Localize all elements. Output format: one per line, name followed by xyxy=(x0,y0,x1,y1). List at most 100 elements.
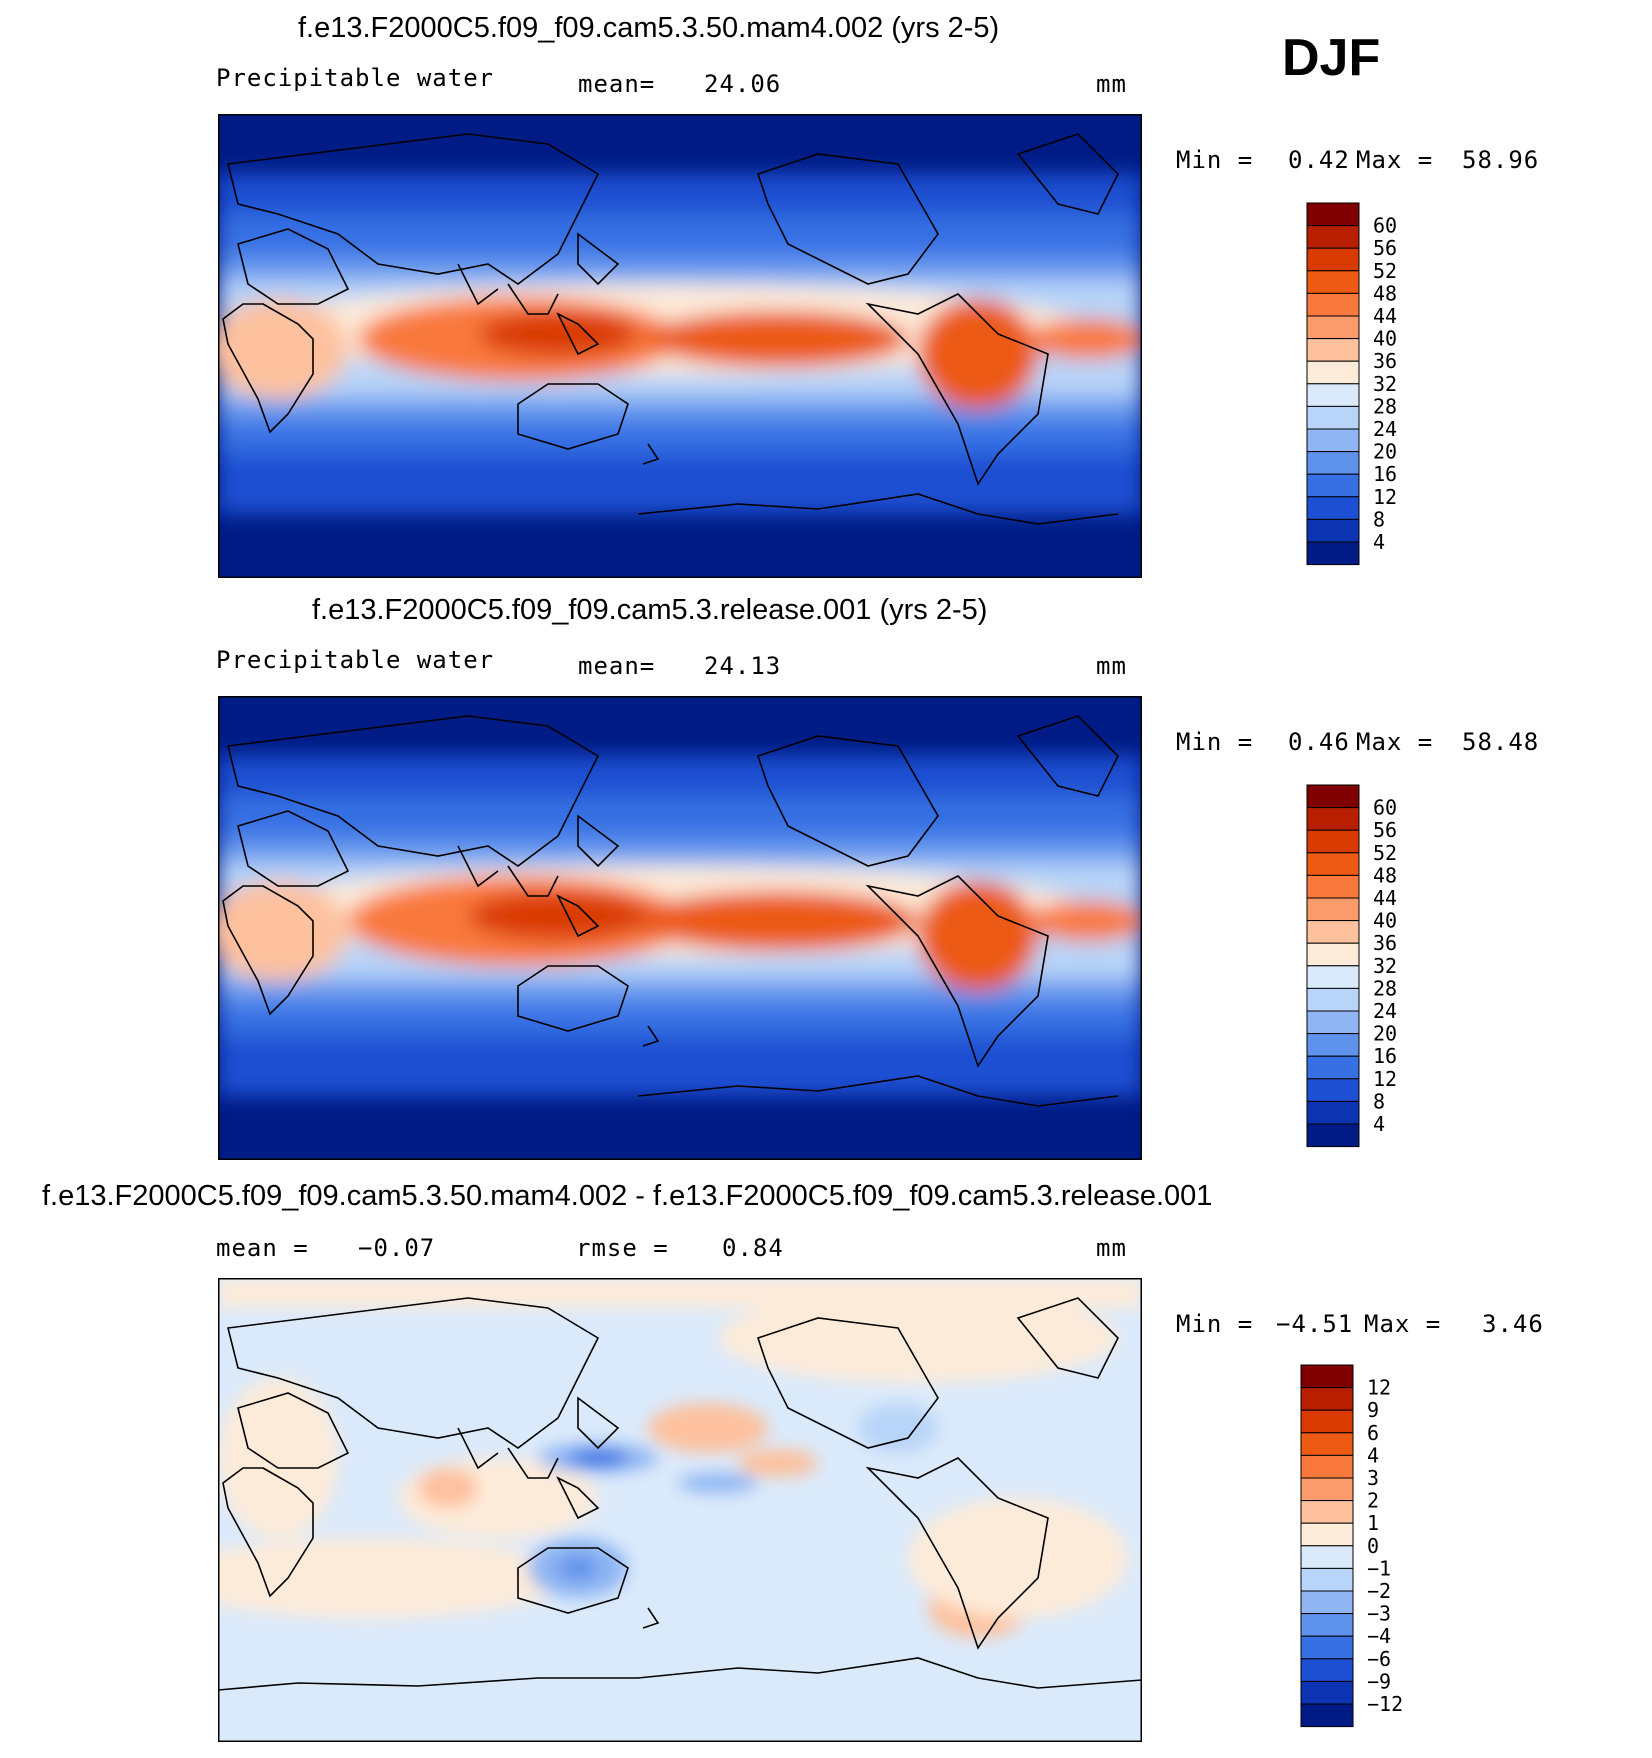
colorbar-swatch xyxy=(1306,270,1360,294)
colorbar-tick-label: 36 xyxy=(1373,931,1397,955)
colorbar-tick-label: −2 xyxy=(1367,1579,1391,1603)
colorbar-tick-label: 60 xyxy=(1373,796,1397,820)
colorbar-swatch xyxy=(1300,1477,1354,1502)
colorbar-swatch xyxy=(1306,920,1360,944)
colorbar-swatch xyxy=(1300,1364,1354,1389)
panel3-map xyxy=(218,1278,1142,1742)
colorbar-tick-label: 8 xyxy=(1373,507,1385,531)
colorbar-swatch xyxy=(1300,1545,1354,1569)
colorbar-tick-label: 32 xyxy=(1373,372,1397,396)
colorbar-swatch xyxy=(1300,1658,1354,1682)
colorbar-swatch xyxy=(1306,874,1360,899)
colorbar-tick-label: −4 xyxy=(1367,1624,1391,1648)
panel2-mean-label: mean= xyxy=(578,652,656,680)
colorbar-swatch xyxy=(1306,942,1360,967)
panel2-max-label: Max = xyxy=(1356,728,1434,756)
colorbar-swatch xyxy=(1300,1567,1354,1592)
colorbar-tick-label: 36 xyxy=(1373,349,1397,373)
colorbar-tick-label: 4 xyxy=(1373,1112,1385,1136)
colorbar-swatch xyxy=(1300,1500,1354,1524)
panel2-variable: Precipitable water xyxy=(216,646,495,674)
colorbar-tick-label: 40 xyxy=(1373,327,1397,351)
colorbar-tick-label: 56 xyxy=(1373,236,1397,260)
colorbar-swatch xyxy=(1300,1409,1354,1434)
colorbar-tick-label: 6 xyxy=(1367,1421,1379,1445)
season-label: DJF xyxy=(1282,29,1381,87)
panel1-max-value: 58.96 xyxy=(1462,146,1540,174)
colorbar-swatch xyxy=(1306,292,1360,317)
colorbar-tick-label: 60 xyxy=(1373,214,1397,238)
colorbar-tick-label: 56 xyxy=(1373,818,1397,842)
colorbar-swatch xyxy=(1306,965,1360,989)
colorbar-tick-label: 28 xyxy=(1373,976,1397,1000)
colorbar-tick-label: 4 xyxy=(1373,530,1385,554)
colorbar-swatch xyxy=(1306,852,1360,876)
panel1-frame xyxy=(218,114,1142,578)
panel1-min-label: Min = xyxy=(1176,146,1254,174)
colorbar-tick-label: −9 xyxy=(1367,1669,1391,1693)
colorbar-swatch xyxy=(1306,1010,1360,1035)
panel3-rmse-label: rmse = xyxy=(576,1234,669,1262)
colorbar-swatch xyxy=(1300,1613,1354,1637)
colorbar-tick-label: 12 xyxy=(1373,485,1397,509)
panel1-max-label: Max = xyxy=(1356,146,1434,174)
colorbar-swatch xyxy=(1306,202,1360,227)
colorbar-tick-label: 52 xyxy=(1373,841,1397,865)
colorbar-swatch xyxy=(1306,225,1360,249)
panel1-mean-label: mean= xyxy=(578,70,656,98)
panel1-min-value: 0.42 xyxy=(1288,146,1350,174)
panel1-map xyxy=(218,114,1142,578)
panel3-mean-label: mean = xyxy=(216,1234,309,1262)
colorbar-tick-label: 40 xyxy=(1373,909,1397,933)
colorbar-swatch xyxy=(1306,315,1360,340)
colorbar-swatch xyxy=(1300,1522,1354,1547)
colorbar-swatch xyxy=(1306,383,1360,407)
panel1-coastlines xyxy=(222,133,1119,525)
panel1-title: f.e13.F2000C5.f09_f09.cam5.3.50.mam4.002… xyxy=(298,12,1000,44)
colorbar-swatch xyxy=(1306,897,1360,922)
colorbar-swatch xyxy=(1306,473,1360,498)
panel2-min-value: 0.46 xyxy=(1288,728,1350,756)
colorbar-swatch xyxy=(1306,518,1360,543)
panel1-units: mm xyxy=(1096,70,1127,98)
panel2-max-value: 58.48 xyxy=(1462,728,1540,756)
colorbar-swatch xyxy=(1300,1387,1354,1411)
colorbar-swatch xyxy=(1306,1055,1360,1080)
colorbar-swatch xyxy=(1306,405,1360,430)
colorbar-tick-label: 4 xyxy=(1367,1443,1379,1467)
panel3-units: mm xyxy=(1096,1234,1127,1262)
colorbar-tick-label: 2 xyxy=(1367,1489,1379,1513)
colorbar-swatch xyxy=(1306,807,1360,831)
colorbar-swatch xyxy=(1306,247,1360,272)
colorbar-tick-label: 48 xyxy=(1373,281,1397,305)
colorbar-tick-label: 48 xyxy=(1373,863,1397,887)
colorbar-tick-label: 20 xyxy=(1373,1022,1397,1046)
panel2-frame xyxy=(218,696,1142,1160)
panel3-coastlines xyxy=(218,1297,1142,1691)
panel3-rmse-value: 0.84 xyxy=(722,1234,784,1262)
colorbar-tick-label: −12 xyxy=(1367,1692,1403,1716)
colorbar-swatch xyxy=(1306,1078,1360,1102)
panel3-min-value: −4.51 xyxy=(1276,1310,1354,1338)
colorbar-tick-label: 24 xyxy=(1373,999,1397,1023)
colorbar-swatch xyxy=(1306,784,1360,809)
colorbar-swatch xyxy=(1300,1454,1354,1479)
colorbar-tick-label: 28 xyxy=(1373,394,1397,418)
panel3-min-label: Min = xyxy=(1176,1310,1254,1338)
colorbar-swatch xyxy=(1306,987,1360,1012)
panel1-variable: Precipitable water xyxy=(216,64,495,92)
colorbar-tick-label: 44 xyxy=(1373,886,1397,910)
colorbar-tick-label: −6 xyxy=(1367,1647,1391,1671)
colorbar-tick-label: 32 xyxy=(1373,954,1397,978)
colorbar-tick-label: 3 xyxy=(1367,1466,1379,1490)
colorbar-tick-label: 8 xyxy=(1373,1089,1385,1113)
panel1-mean-value: 24.06 xyxy=(704,70,782,98)
colorbar-swatch xyxy=(1306,541,1360,566)
panel3-max-value: 3.46 xyxy=(1482,1310,1544,1338)
colorbar-tick-label: 12 xyxy=(1373,1067,1397,1091)
colorbar-swatch xyxy=(1300,1590,1354,1615)
panel3-frame xyxy=(218,1278,1142,1742)
